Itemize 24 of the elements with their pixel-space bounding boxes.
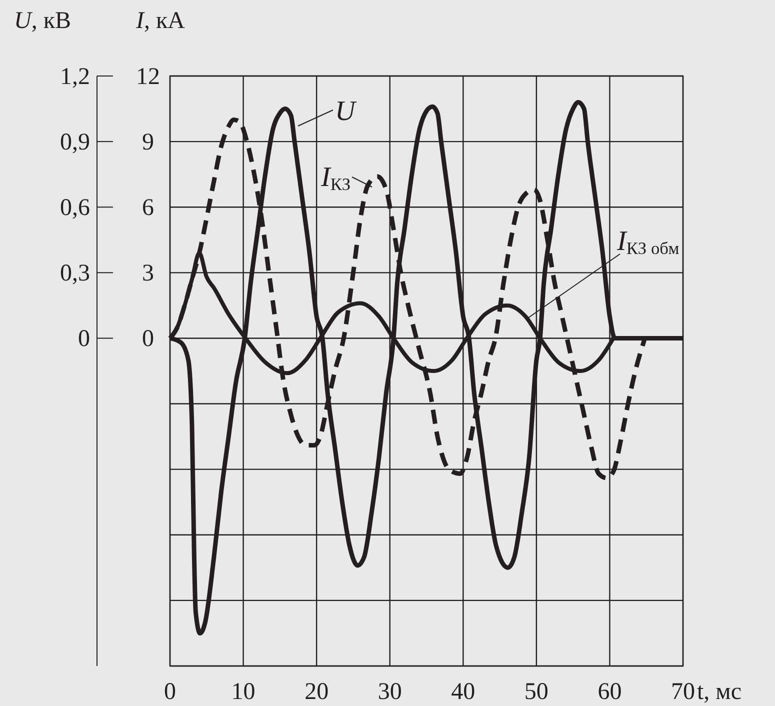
x-axis-title: t, мс <box>697 679 742 705</box>
y2-axis-title: U, кВ <box>14 8 72 34</box>
series-label: I$_{КЗ}$ <box>320 162 351 194</box>
x-tick-label: 30 <box>378 679 402 705</box>
y-axis-title: I, кА <box>135 8 186 34</box>
x-tick-label: 10 <box>231 679 256 705</box>
y2-tick-label: 1,2 <box>60 64 90 90</box>
x-tick-label: 50 <box>524 679 548 705</box>
legend-label: U <box>335 96 357 127</box>
y2-tick-label: 0,6 <box>60 195 90 222</box>
x-tick-label: 40 <box>451 679 476 705</box>
x-tick-label: 60 <box>598 679 622 705</box>
x-tick-label: 70 <box>671 679 695 705</box>
y2-tick-label: 0 <box>78 326 90 352</box>
y-tick-label: 3 <box>142 260 154 287</box>
y-tick-label: 12 <box>136 64 160 90</box>
y2-tick-label: 0,3 <box>60 260 90 287</box>
y-tick-label: 0 <box>142 326 154 352</box>
text: I$_{КЗ обм}$ <box>616 226 680 258</box>
x-tick-label: 0 <box>164 679 176 705</box>
y-tick-label: 9 <box>142 130 154 156</box>
y2-tick-label: 0,9 <box>60 130 90 156</box>
y-tick-label: 6 <box>142 195 154 222</box>
x-tick-label: 20 <box>304 679 329 705</box>
